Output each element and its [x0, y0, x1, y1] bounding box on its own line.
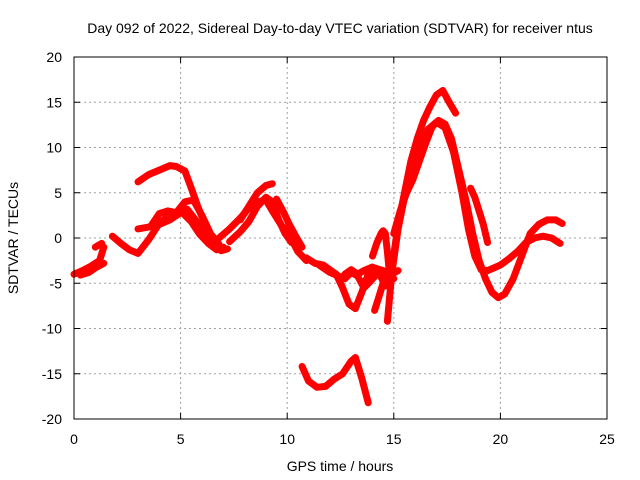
series-arc-21: [467, 184, 492, 246]
series-arc-15: [298, 354, 372, 407]
chart-title: Day 092 of 2022, Sidereal Day-to-day VTE…: [87, 20, 593, 36]
series-arc-20: [388, 87, 460, 274]
y-tick-label: -15: [42, 366, 62, 382]
series-arc-10: [236, 180, 276, 224]
x-tick-label: 0: [70, 431, 78, 447]
x-axis-label: GPS time / hours: [287, 458, 394, 474]
series-arc-17: [371, 279, 387, 314]
series-arc-16: [369, 227, 393, 278]
y-tick-label: 10: [46, 140, 62, 156]
series-arc-3: [91, 239, 106, 251]
y-tick-label: 15: [46, 94, 62, 110]
series-arc-9: [226, 193, 295, 246]
x-tick-label: 5: [177, 431, 185, 447]
y-axis-label: SDTVAR / TECUs: [5, 182, 21, 294]
series-arc-6: [147, 196, 223, 248]
series-arc-7: [134, 162, 208, 226]
y-tick-label: -10: [42, 321, 62, 337]
x-tick-label: 25: [599, 431, 615, 447]
y-tick-label: -5: [50, 275, 63, 291]
x-tick-label: 20: [493, 431, 509, 447]
y-tick-label: 20: [46, 49, 62, 65]
series-arc-11: [273, 195, 306, 251]
y-tick-label: 0: [54, 230, 62, 246]
series-arc-5: [134, 205, 231, 255]
series-layer: [70, 87, 566, 407]
x-tick-label: 10: [279, 431, 295, 447]
series-arc-2: [76, 259, 108, 279]
y-tick-label: 5: [54, 185, 62, 201]
series-arc-19: [390, 116, 566, 302]
x-tick-label: 15: [386, 431, 402, 447]
ticks: 0 5 10 15 20 25 -20 -15 -10 -5 0 5 10 15 20: [42, 49, 615, 447]
y-tick-label: -20: [42, 411, 62, 427]
